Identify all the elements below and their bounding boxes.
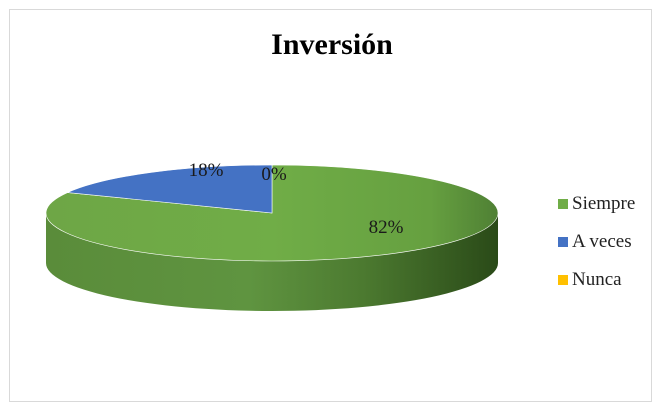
- legend-item-a-veces: A veces: [558, 231, 635, 253]
- legend-label: Nunca: [572, 269, 622, 290]
- data-label-siempre: 82%: [369, 217, 404, 238]
- data-label-a-veces: 18%: [189, 160, 224, 181]
- legend-label: Siempre: [572, 193, 636, 214]
- legend: Siempre A veces Nunca: [558, 193, 635, 307]
- pie-slice-siempre: [45, 164, 499, 262]
- legend-item-siempre: Siempre: [558, 193, 635, 215]
- legend-label: A veces: [572, 231, 632, 252]
- pie-slice-a-veces: [66, 164, 273, 214]
- legend-item-nunca: Nunca: [558, 269, 635, 291]
- data-label-nunca: 0%: [261, 164, 287, 185]
- legend-swatch: [558, 275, 568, 285]
- chart-title: Inversión: [271, 28, 393, 61]
- pie-side-wall: [46, 213, 498, 311]
- legend-swatch: [558, 199, 568, 209]
- legend-swatch: [558, 237, 568, 247]
